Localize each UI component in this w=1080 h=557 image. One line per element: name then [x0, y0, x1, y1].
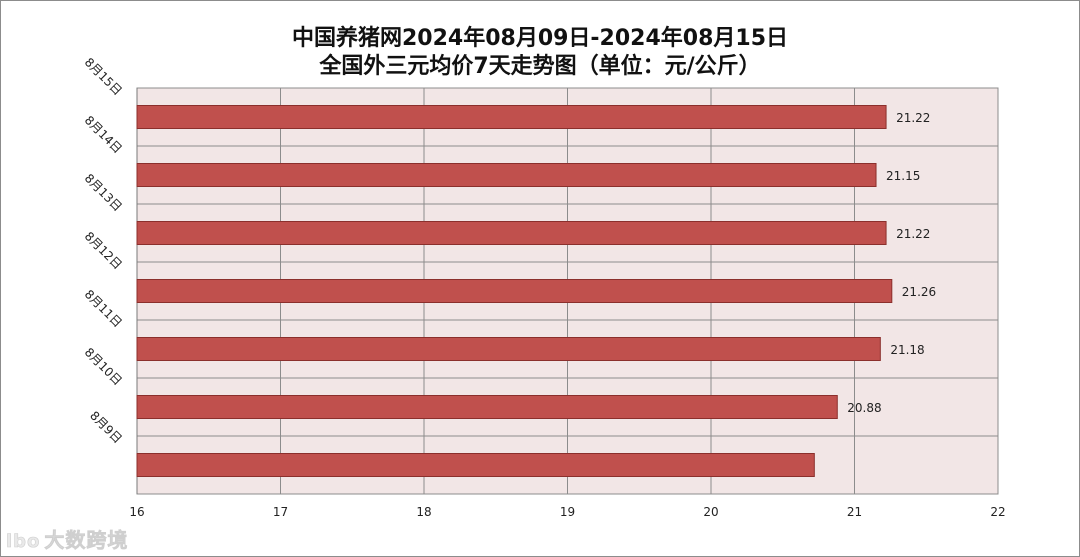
bar — [136, 279, 893, 303]
category-label: 8月14日 — [82, 113, 125, 156]
data-label: 21.22 — [896, 111, 930, 125]
category-label: 8月15日 — [82, 55, 125, 98]
x-tick-label: 21 — [847, 505, 862, 519]
bar — [136, 163, 877, 187]
data-label: 21.18 — [890, 343, 924, 357]
x-tick-label: 16 — [129, 505, 144, 519]
x-tick-label: 22 — [990, 505, 1005, 519]
category-label: 8月9日 — [87, 408, 125, 446]
category-label: 8月10日 — [82, 345, 125, 388]
chart-title: 中国养猪网2024年08月09日-2024年08月15日 — [291, 26, 789, 51]
category-label: 8月13日 — [82, 171, 125, 214]
bar — [136, 337, 881, 361]
category-label: 8月12日 — [82, 229, 125, 272]
bar — [136, 453, 815, 477]
data-label: 20.88 — [847, 401, 881, 415]
data-label: 21.15 — [886, 169, 920, 183]
bar — [136, 395, 838, 419]
chart-subtitle: 全国外三元均价7天走势图（单位：元/公斤） — [319, 54, 761, 79]
bar — [136, 221, 887, 245]
watermark: lbo 大数跨境 — [6, 524, 128, 553]
x-tick-label: 19 — [560, 505, 575, 519]
watermark-logo: lbo — [6, 531, 41, 553]
x-tick-label: 20 — [703, 505, 718, 519]
bar — [136, 105, 887, 129]
category-label: 8月11日 — [82, 287, 125, 330]
data-label: 21.22 — [896, 227, 930, 241]
watermark-text: 大数跨境 — [44, 528, 129, 553]
x-tick-label: 17 — [273, 505, 288, 519]
data-label: 21.26 — [902, 285, 936, 299]
x-tick-label: 18 — [416, 505, 431, 519]
